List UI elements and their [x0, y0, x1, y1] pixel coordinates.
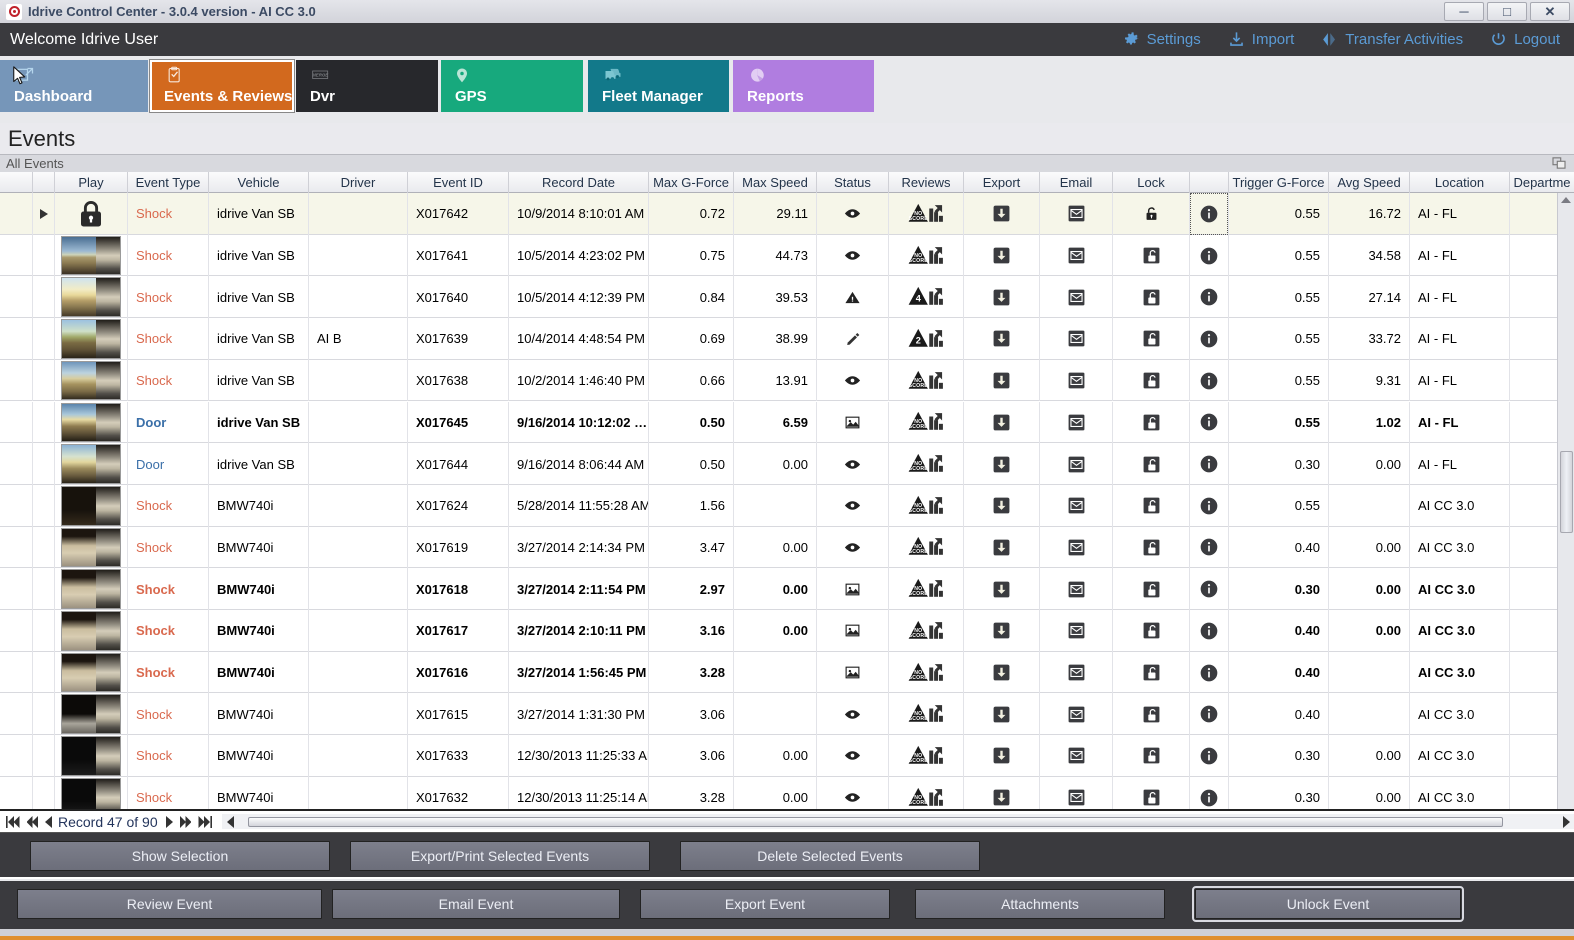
svg-text:SCORE: SCORE — [908, 675, 928, 681]
svg-text:SCORE: SCORE — [908, 216, 928, 222]
svg-text:SCORE: SCORE — [908, 550, 928, 556]
svg-text:SCORE: SCORE — [908, 383, 928, 389]
svg-text:SCORE: SCORE — [908, 633, 928, 639]
svg-text:SCORE: SCORE — [908, 591, 928, 597]
svg-text:SCORE: SCORE — [908, 466, 928, 472]
svg-text:SCORE: SCORE — [908, 758, 928, 764]
svg-text:SCORE: SCORE — [908, 800, 928, 806]
svg-text:SCORE: SCORE — [908, 508, 928, 514]
svg-text:2: 2 — [915, 336, 920, 346]
svg-text:SCORE: SCORE — [908, 425, 928, 431]
svg-text:SCORE: SCORE — [908, 258, 928, 264]
svg-text:SCORE: SCORE — [908, 716, 928, 722]
svg-text:MERGE: MERGE — [312, 72, 329, 77]
